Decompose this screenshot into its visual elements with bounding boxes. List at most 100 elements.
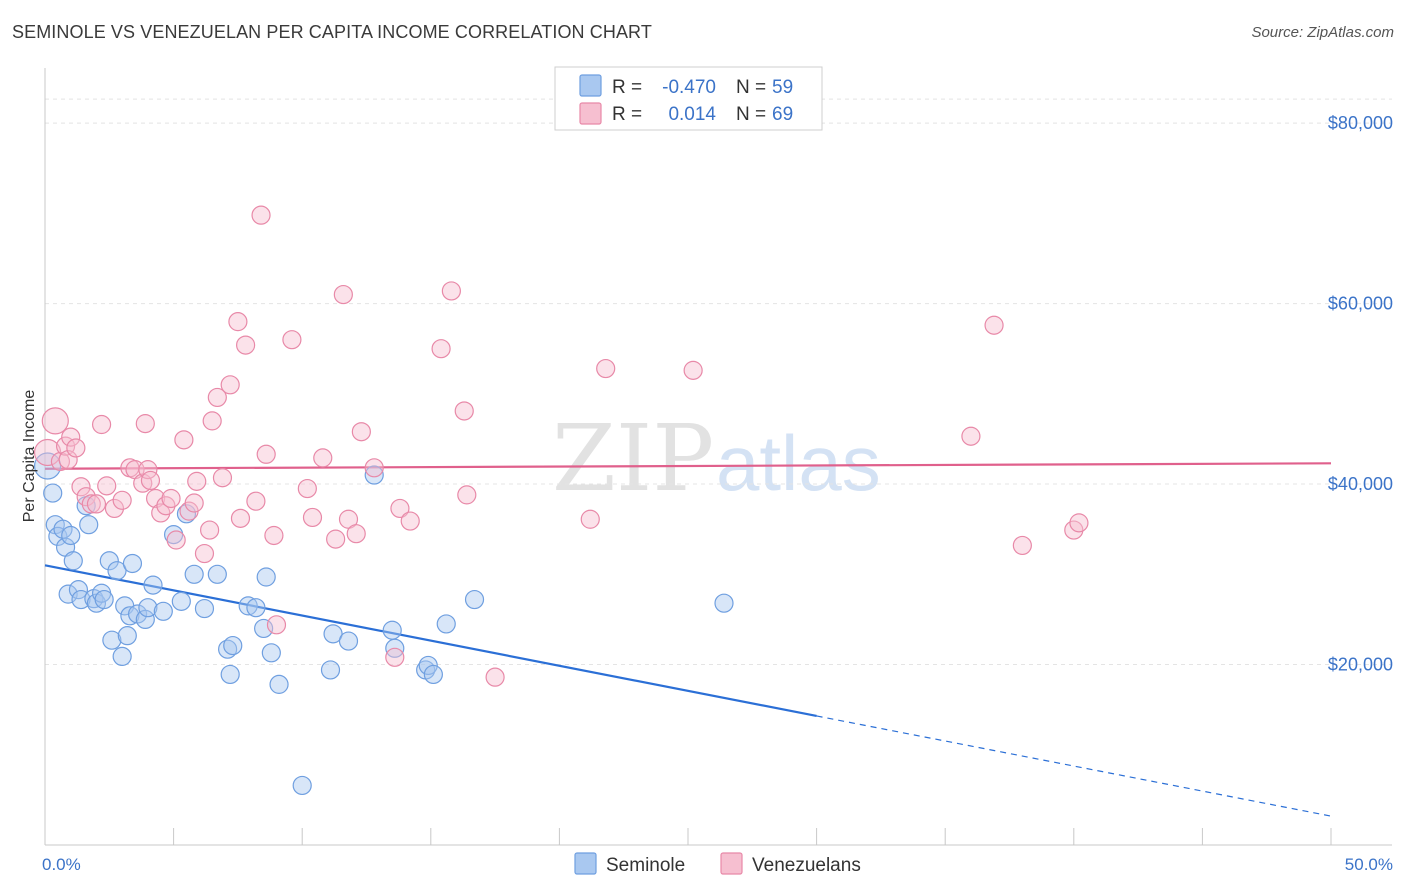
watermark-atlas: atlas	[716, 419, 881, 507]
point-venezuelans-49	[333, 284, 353, 305]
point-venezuelans-25	[166, 530, 186, 550]
axes	[44, 68, 1392, 846]
point-venezuelans-11	[91, 414, 112, 435]
series-legend: Seminole Venezuelans	[574, 852, 861, 876]
point-venezuelans-32	[202, 411, 222, 431]
source-credit: Source: ZipAtlas.com	[1251, 24, 1394, 41]
point-seminole-31	[171, 591, 191, 611]
trend-line-venezuelans	[44, 462, 1332, 470]
point-venezuelans-40	[251, 205, 271, 225]
point-seminole-39	[238, 596, 258, 616]
point-venezuelans-2	[50, 451, 71, 472]
point-venezuelans-65	[961, 426, 981, 446]
point-venezuelans-13	[104, 498, 125, 519]
series-venezuelans	[33, 205, 1089, 687]
point-venezuelans-55	[390, 498, 410, 519]
legend-n-label-seminole: N =	[736, 77, 766, 98]
point-venezuelans-42	[264, 525, 284, 546]
point-seminole-35	[207, 564, 227, 584]
point-seminole-27	[138, 598, 158, 618]
point-seminole-24	[122, 553, 143, 574]
point-venezuelans-5	[61, 427, 81, 447]
point-seminole-32	[176, 504, 197, 524]
point-seminole-28	[143, 575, 163, 595]
point-seminole-17	[99, 551, 119, 571]
point-venezuelans-10	[86, 494, 107, 514]
point-venezuelans-56	[400, 511, 420, 531]
point-venezuelans-62	[580, 509, 600, 529]
point-venezuelans-4	[58, 450, 78, 470]
point-venezuelans-51	[346, 524, 366, 544]
x-tick-label-max: 50.0%	[1345, 855, 1393, 874]
point-venezuelans-20	[140, 470, 161, 491]
point-seminole-43	[261, 643, 281, 663]
point-venezuelans-18	[135, 414, 155, 434]
legend-r-value-venezuelans: 0.014	[668, 104, 716, 125]
point-venezuelans-38	[236, 335, 256, 355]
series-seminole	[33, 452, 734, 796]
y-axis-title: Per Capita Income	[21, 390, 38, 523]
point-venezuelans-34	[212, 468, 233, 488]
point-venezuelans-43	[266, 615, 287, 635]
point-venezuelans-54	[385, 647, 405, 667]
point-venezuelans-61	[485, 667, 505, 687]
point-seminole-18	[102, 630, 122, 650]
bottom-legend-label-venezuelans: Venezuelans	[752, 855, 861, 876]
point-seminole-16	[94, 589, 114, 610]
stats-legend: R = -0.470 N = 59 R = 0.014 N = 69	[554, 66, 823, 131]
data-points	[33, 205, 1089, 796]
point-seminole-40	[246, 598, 266, 618]
point-venezuelans-28	[184, 493, 204, 513]
x-tick-label-min: 0.0%	[42, 855, 81, 874]
point-seminole-53	[418, 655, 438, 676]
point-venezuelans-69	[1069, 513, 1089, 533]
point-seminole-33	[184, 564, 204, 584]
point-seminole-12	[79, 515, 99, 535]
trend-lines	[44, 462, 1332, 817]
legend-n-value-seminole: 59	[772, 77, 793, 98]
legend-n-value-venezuelans: 69	[772, 104, 793, 125]
point-seminole-47	[323, 624, 343, 644]
point-venezuelans-66	[984, 315, 1004, 335]
point-seminole-19	[107, 561, 127, 581]
point-venezuelans-58	[441, 281, 461, 301]
legend-swatch-venezuelans	[579, 102, 602, 125]
point-venezuelans-36	[228, 312, 248, 332]
y-tick-label-3: $80,000	[1328, 113, 1393, 133]
y-tick-label-0: $20,000	[1328, 655, 1393, 675]
y-tick-label-1: $40,000	[1328, 474, 1393, 494]
point-venezuelans-33	[207, 387, 227, 408]
point-venezuelans-52	[351, 422, 371, 442]
point-venezuelans-48	[326, 529, 346, 549]
point-venezuelans-21	[145, 488, 166, 509]
point-seminole-34	[194, 598, 215, 619]
point-seminole-42	[256, 567, 276, 587]
point-venezuelans-59	[454, 401, 474, 421]
legend-swatch-seminole	[579, 74, 602, 97]
point-seminole-20	[112, 646, 132, 667]
legend-r-label-seminole: R =	[612, 77, 642, 98]
point-venezuelans-24	[161, 488, 181, 509]
point-venezuelans-1	[41, 407, 69, 435]
point-venezuelans-14	[112, 490, 132, 510]
point-venezuelans-64	[683, 360, 703, 380]
y-tick-labels: $20,000 $40,000 $60,000 $80,000	[1328, 113, 1393, 674]
point-seminole-23	[120, 606, 140, 626]
point-venezuelans-60	[457, 485, 477, 505]
point-seminole-38	[223, 635, 243, 656]
point-venezuelans-7	[71, 477, 91, 497]
point-seminole-8	[63, 551, 83, 571]
point-seminole-57	[714, 593, 734, 613]
legend-r-value-seminole: -0.470	[662, 77, 716, 98]
point-seminole-37	[220, 664, 240, 685]
point-seminole-29	[153, 601, 173, 621]
point-seminole-48	[338, 631, 359, 651]
point-seminole-50	[382, 620, 402, 640]
legend-r-label-venezuelans: R =	[612, 104, 642, 125]
point-venezuelans-53	[364, 458, 384, 478]
point-venezuelans-31	[200, 520, 220, 540]
point-venezuelans-26	[174, 430, 194, 450]
point-venezuelans-39	[246, 491, 266, 511]
point-venezuelans-29	[187, 471, 207, 491]
